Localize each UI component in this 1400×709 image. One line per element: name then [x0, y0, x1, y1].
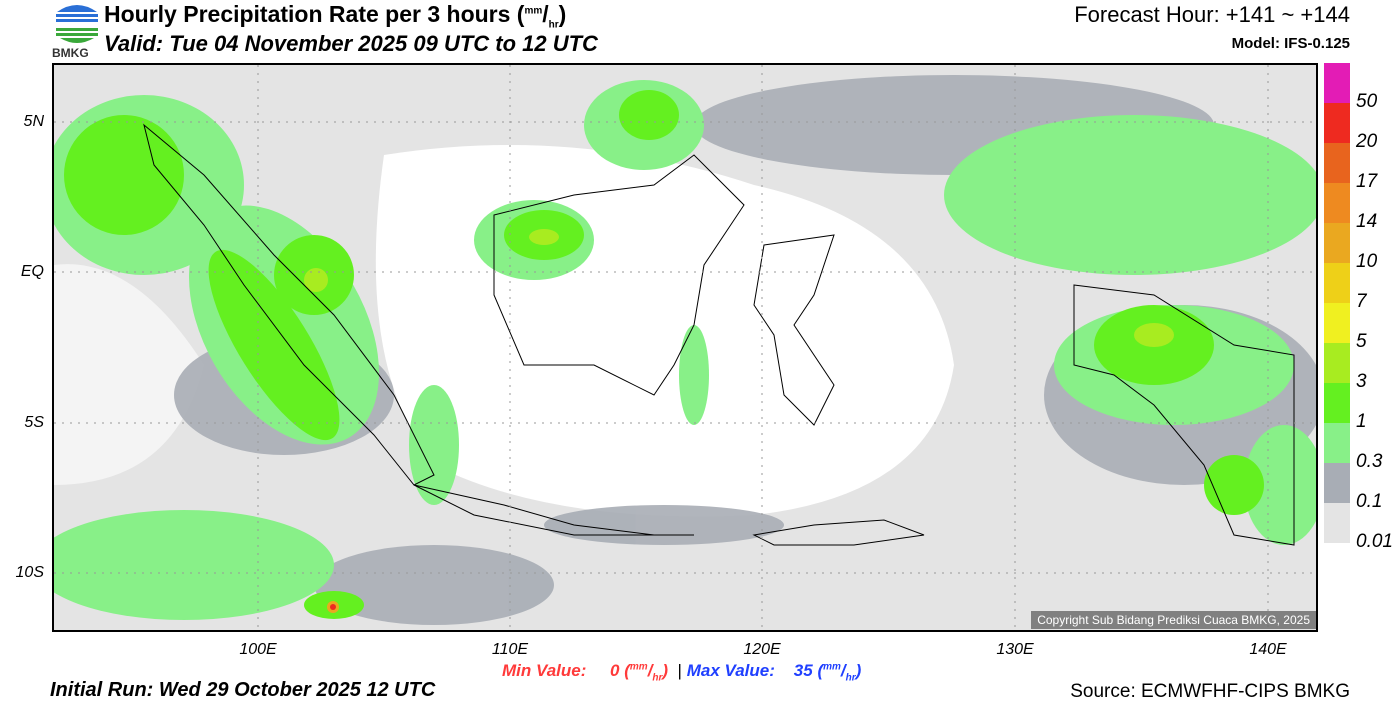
lon-label: 130E [996, 641, 1034, 658]
colorbar-label: 14 [1356, 211, 1378, 232]
colorbar-label: 20 [1356, 131, 1378, 152]
colorbar-swatch [1324, 63, 1350, 103]
unit-den: hr [548, 19, 559, 31]
precipitation-map [52, 63, 1318, 632]
colorbar-swatch [1324, 103, 1350, 143]
lon-label: 120E [743, 641, 781, 658]
unit-den: hr [845, 672, 856, 684]
lat-label: 5S [24, 414, 44, 431]
colorbar-label: 50 [1356, 91, 1378, 112]
logo-text: BMKG [52, 46, 89, 60]
colorbar-swatch [1324, 223, 1350, 263]
colorbar-swatch [1324, 263, 1350, 303]
lat-label: 10S [15, 564, 44, 581]
forecast-hour: Forecast Hour: +141 ~ +144 [1074, 2, 1350, 27]
copyright-notice: Copyright Sub Bidang Prediksi Cuaca BMKG… [1031, 611, 1316, 629]
colorbar-swatch [1324, 303, 1350, 343]
max-value: 35 [793, 661, 813, 680]
colorbar-swatch [1324, 423, 1350, 463]
unit-num: mm [629, 661, 648, 673]
colorbar-swatch [1324, 463, 1350, 503]
colorbar-label: 7 [1356, 291, 1367, 312]
min-value: 0 [610, 661, 620, 680]
separator: | [677, 661, 682, 680]
map-canvas [54, 65, 1316, 630]
unit-num: mm [823, 661, 841, 673]
chart-title: Hourly Precipitation Rate per 3 hours (m… [104, 1, 567, 31]
lon-label: 110E [491, 641, 529, 658]
lat-label: 5N [23, 113, 44, 130]
initial-run: Initial Run: Wed 29 October 2025 12 UTC [50, 679, 436, 701]
colorbar-label: 0.01 [1356, 531, 1393, 552]
max-label: Max Value: [686, 661, 775, 680]
colorbar-label: 1 [1356, 411, 1367, 432]
colorbar-label: 3 [1356, 371, 1367, 392]
colorbar-swatch [1324, 143, 1350, 183]
colorbar-label: 5 [1356, 331, 1367, 352]
colorbar-swatch [1324, 503, 1350, 543]
min-max-values: Min Value: 0 (mm/hr) | Max Value: 35 (mm… [502, 661, 862, 684]
colorbar [1324, 63, 1350, 543]
min-label: Min Value: [502, 661, 587, 680]
colorbar-label: 0.3 [1356, 451, 1383, 472]
colorbar-swatch [1324, 343, 1350, 383]
bmkg-logo: BMKG [52, 2, 102, 60]
colorbar-swatch [1324, 183, 1350, 223]
title-text: Hourly Precipitation Rate per 3 hours ( [104, 1, 525, 27]
lon-label: 140E [1249, 641, 1287, 658]
lat-label: EQ [20, 263, 44, 280]
valid-time: Valid: Tue 04 November 2025 09 UTC to 12… [104, 31, 598, 56]
colorbar-label: 10 [1356, 251, 1378, 272]
colorbar-label: 17 [1356, 171, 1378, 192]
colorbar-swatch [1324, 383, 1350, 423]
unit-den: hr [652, 672, 663, 684]
lon-label: 100E [239, 641, 277, 658]
colorbar-label: 0.1 [1356, 491, 1383, 512]
source-label: Source: ECMWFHF-CIPS BMKG [1070, 681, 1350, 702]
unit-num: mm [524, 5, 543, 17]
model-label: Model: IFS-0.125 [1231, 35, 1350, 52]
